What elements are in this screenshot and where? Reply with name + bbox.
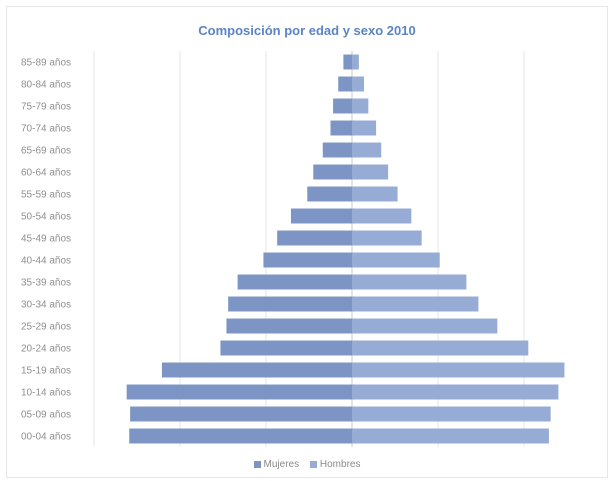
bar-mujeres [129,429,352,444]
bar-mujeres [130,407,352,422]
bar-hombres [352,297,478,312]
chart-frame: 85-89 años 80-84 años 75-79 años 70-74 años… [6,6,608,478]
legend-label-hombres: Hombres [320,459,361,470]
bar-mujeres [127,385,352,400]
legend-item-hombres: Hombres [310,459,361,470]
bar-hombres [352,231,422,246]
bar-hombres [352,77,364,92]
category-label: 05-09 años [21,410,71,421]
legend-label-mujeres: Mujeres [264,459,300,470]
category-label: 75-79 años [21,102,71,113]
category-label: 30-34 años [21,300,71,311]
bar-hombres [352,341,528,356]
bar-mujeres [277,231,352,246]
bar-mujeres [338,77,352,92]
bars [127,55,565,444]
category-label: 40-44 años [21,256,71,267]
category-label: 60-64 años [21,168,71,179]
bar-mujeres [220,341,352,356]
category-label: 15-19 años [21,366,71,377]
bar-mujeres [162,363,352,378]
category-labels: 85-89 años 80-84 años 75-79 años 70-74 años… [21,58,71,443]
bar-hombres [352,275,466,290]
bar-mujeres [226,319,352,334]
bar-mujeres [263,253,352,268]
bar-hombres [352,165,388,180]
category-label: 20-24 años [21,344,71,355]
population-pyramid-chart: 85-89 años 80-84 años 75-79 años 70-74 años… [7,7,607,477]
category-label: 55-59 años [21,190,71,201]
category-label: 10-14 años [21,388,71,399]
bar-hombres [352,99,368,114]
category-label: 00-04 años [21,432,71,443]
chart-title: Composición por edad y sexo 2010 [7,23,607,38]
bar-hombres [352,209,411,224]
bar-hombres [352,55,359,70]
bar-mujeres [331,121,353,136]
bar-hombres [352,363,564,378]
category-label: 65-69 años [21,146,71,157]
bar-hombres [352,407,551,422]
bar-mujeres [291,209,352,224]
bar-hombres [352,143,381,158]
bar-mujeres [228,297,352,312]
bar-mujeres [313,165,352,180]
bar-mujeres [333,99,352,114]
category-label: 50-54 años [21,212,71,223]
bar-mujeres [323,143,352,158]
bar-hombres [352,319,497,334]
bar-hombres [352,429,549,444]
category-label: 85-89 años [21,58,71,69]
bar-mujeres [238,275,352,290]
bar-hombres [352,385,558,400]
legend-swatch-mujeres [254,461,261,468]
bar-mujeres [307,187,352,202]
category-label: 80-84 años [21,80,71,91]
bar-hombres [352,253,440,268]
legend: Mujeres Hombres [7,459,607,470]
legend-item-mujeres: Mujeres [254,459,300,470]
bar-mujeres [343,55,352,70]
category-label: 45-49 años [21,234,71,245]
legend-swatch-hombres [310,461,317,468]
category-label: 70-74 años [21,124,71,135]
bar-hombres [352,121,376,136]
category-label: 35-39 años [21,278,71,289]
bar-hombres [352,187,398,202]
category-label: 25-29 años [21,322,71,333]
